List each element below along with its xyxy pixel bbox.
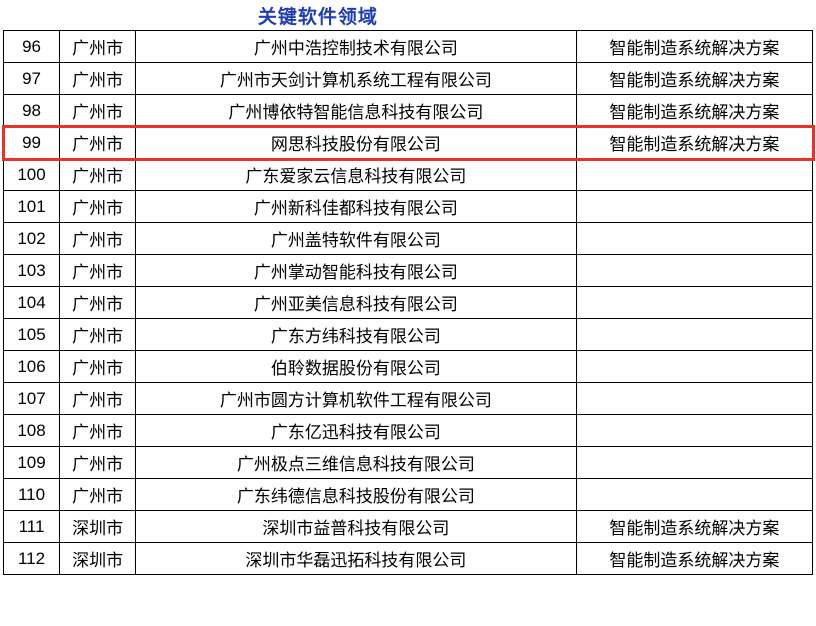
table-title-row: 关键软件领域 [4,0,813,31]
table-row: 96 广州市 广州中浩控制技术有限公司 智能制造系统解决方案 [2,30,814,63]
cell-field: 智能制造系统解决方案 [575,30,814,63]
table-row: 111 深圳市 深圳市益普科技有限公司 智能制造系统解决方案 [2,510,814,543]
cell-field: 智能制造系统解决方案 [575,62,814,95]
cell-company-name: 伯聆数据股份有限公司 [135,350,577,383]
cell-city: 广州市 [59,126,137,159]
cell-index: 98 [2,94,61,127]
table-row: 107 广州市 广州市圆方计算机软件工程有限公司 [2,382,814,415]
cell-index: 107 [2,382,61,415]
cell-city: 广州市 [59,350,137,383]
cell-index: 103 [2,254,61,287]
cell-field [575,414,814,447]
cell-company-name: 广州极点三维信息科技有限公司 [135,446,577,479]
table-row: 101 广州市 广州新科佳都科技有限公司 [2,190,814,223]
cell-city: 广州市 [59,414,137,447]
table-row: 104 广州市 广州亚美信息科技有限公司 [2,286,814,319]
cell-company-name: 广东纬德信息科技股份有限公司 [135,478,577,511]
cell-company-name: 深圳市华磊迅拓科技有限公司 [135,542,577,575]
document-title: 关键软件领域 [59,0,577,31]
table-row: 112 深圳市 深圳市华磊迅拓科技有限公司 智能制造系统解决方案 [2,542,814,575]
cell-company-name: 广州市天剑计算机系统工程有限公司 [135,62,577,95]
cell-index: 110 [2,478,61,511]
cell-field [575,254,814,287]
cell-city: 广州市 [59,30,137,63]
cell-field [575,158,814,191]
cell-index: 97 [2,62,61,95]
table-row: 99 广州市 网思科技股份有限公司 智能制造系统解决方案 [2,126,814,159]
title-spacer-right [576,0,812,31]
table-row: 108 广州市 广东亿迅科技有限公司 [2,414,814,447]
cell-city: 广州市 [59,286,137,319]
cell-company-name: 广州盖特软件有限公司 [135,222,577,255]
cell-city: 广州市 [59,222,137,255]
cell-index: 99 [2,126,61,159]
cell-index: 102 [2,222,61,255]
cell-field [575,382,814,415]
cell-company-name: 广州掌动智能科技有限公司 [135,254,577,287]
cell-city: 广州市 [59,62,137,95]
cell-index: 101 [2,190,61,223]
cell-company-name: 广东方纬科技有限公司 [135,318,577,351]
cell-city: 广州市 [59,254,137,287]
cell-company-name: 深圳市益普科技有限公司 [135,510,577,543]
cell-city: 广州市 [59,158,137,191]
cell-index: 96 [2,30,61,63]
cell-company-name: 广州博依特智能信息科技有限公司 [135,94,577,127]
table-row: 103 广州市 广州掌动智能科技有限公司 [2,254,814,287]
table-row: 98 广州市 广州博依特智能信息科技有限公司 智能制造系统解决方案 [2,94,814,127]
cell-city: 深圳市 [59,510,137,543]
title-spacer-left [4,0,60,31]
table-row: 105 广州市 广东方纬科技有限公司 [2,318,814,351]
cell-field [575,286,814,319]
cell-city: 广州市 [59,446,137,479]
cell-city: 广州市 [59,94,137,127]
cell-city: 深圳市 [59,542,137,575]
cell-field: 智能制造系统解决方案 [575,542,814,575]
cell-field: 智能制造系统解决方案 [575,126,814,159]
cell-company-name: 广东亿迅科技有限公司 [135,414,577,447]
cell-index: 100 [2,158,61,191]
cell-company-name: 广州新科佳都科技有限公司 [135,190,577,223]
cell-company-name: 网思科技股份有限公司 [135,126,577,159]
cell-index: 111 [2,510,61,543]
cell-index: 108 [2,414,61,447]
cell-field [575,478,814,511]
cell-field [575,222,814,255]
cell-index: 105 [2,318,61,351]
cell-company-name: 广州亚美信息科技有限公司 [135,286,577,319]
cell-field [575,318,814,351]
cell-city: 广州市 [59,190,137,223]
company-list-table: 关键软件领域 96 广州市 广州中浩控制技术有限公司 智能制造系统解决方案 97 广州市广… [2,0,814,575]
cell-index: 112 [2,542,61,575]
cell-field [575,446,814,479]
cell-company-name: 广东爱家云信息科技有限公司 [135,158,577,191]
cell-index: 106 [2,350,61,383]
table-row: 102 广州市 广州盖特软件有限公司 [2,222,814,255]
cell-company-name: 广州中浩控制技术有限公司 [135,30,577,63]
cell-index: 104 [2,286,61,319]
table-row: 109 广州市 广州极点三维信息科技有限公司 [2,446,814,479]
cell-company-name: 广州市圆方计算机软件工程有限公司 [135,382,577,415]
table-row: 110 广州市 广东纬德信息科技股份有限公司 [2,478,814,511]
cell-city: 广州市 [59,382,137,415]
table-row: 97 广州市 广州市天剑计算机系统工程有限公司 智能制造系统解决方案 [2,62,814,95]
cell-city: 广州市 [59,478,137,511]
cell-field [575,190,814,223]
table-row: 100 广州市 广东爱家云信息科技有限公司 [2,158,814,191]
cell-field: 智能制造系统解决方案 [575,94,814,127]
cell-field: 智能制造系统解决方案 [575,510,814,543]
table-row: 106 广州市 伯聆数据股份有限公司 [2,350,814,383]
cell-index: 109 [2,446,61,479]
cell-field [575,350,814,383]
cell-city: 广州市 [59,318,137,351]
